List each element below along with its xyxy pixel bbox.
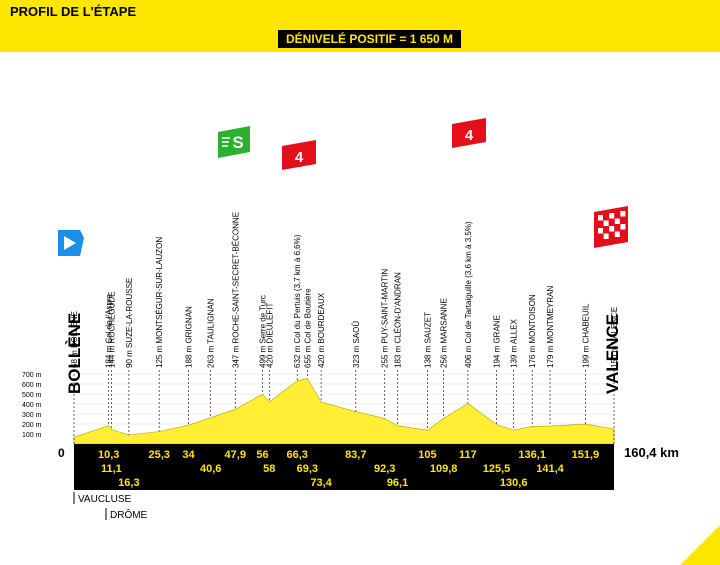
axis-label: 700 m — [22, 372, 42, 379]
region-label-vaucluse: VAUCLUSE — [78, 494, 131, 505]
point-label: 138 m SAUZET — [424, 312, 433, 368]
point-label: 194 m GRANE — [493, 315, 502, 368]
point-label: 263 m TAULIGNAN — [207, 298, 216, 368]
elevation-gain-badge: DÉNIVELÉ POSITIF = 1 650 M — [278, 30, 462, 48]
point-label: 125 m MONTSÉGUR-SUR-LAUZON — [155, 237, 164, 368]
point-label: 199 m CHABEUIL — [581, 303, 590, 368]
elevation-profile — [73, 378, 615, 445]
finish-flag-icon — [594, 206, 628, 248]
distance-bar — [74, 444, 614, 490]
point-label: 184 m Col de l'Aspre — [105, 293, 114, 368]
km-label: 11,1 — [101, 463, 122, 475]
point-label: 655 m Col de Boutière — [303, 288, 312, 368]
point-label: 323 m SAOÛ — [352, 321, 361, 368]
km-label: 92,3 — [374, 463, 395, 475]
point-label: 139 m ALLEX — [510, 318, 519, 368]
cat4-marker-icon: 4 — [452, 118, 486, 148]
km-label: 151,9 — [572, 449, 600, 461]
km-label: 96,1 — [387, 477, 408, 489]
cat4-marker-icon: 4 — [282, 140, 316, 170]
region-label-drome: DRÔME — [110, 508, 148, 521]
km-label: 34 — [182, 449, 195, 461]
total-distance-label: 160,4 km — [624, 445, 679, 460]
axis-label: 200 m — [22, 422, 42, 429]
point-label: 420 m BOURDEAUX — [317, 292, 326, 368]
profile-diagram: S 4 4 700 m 600 m 500 m 400 m 300 m 200 m 100 … — [22, 118, 679, 521]
km-label: 136,1 — [518, 449, 546, 461]
km-label: 16,3 — [118, 477, 139, 489]
point-label: 499 m Serre de Turc — [259, 295, 268, 368]
km-label: 105 — [418, 449, 436, 461]
km-label: 66,3 — [286, 449, 307, 461]
point-label: 256 m MARSANNE — [440, 298, 449, 368]
cat4-marker-label: 4 — [295, 149, 304, 166]
axis-label: 300 m — [22, 412, 42, 419]
profile-panel: S 4 4 700 m 600 m 500 m 400 m 300 m 200 m 100 … — [0, 52, 720, 565]
point-label: 406 m Col de Tartaiguille (3,6 km à 3,5%… — [464, 221, 473, 368]
point-label: 188 m GRIGNAN — [185, 306, 194, 368]
km-label: 69,3 — [297, 463, 318, 475]
point-label: 632 m Col du Pertuis (3,7 km à 6,6%) — [293, 234, 302, 368]
point-label: 347 m ROCHE-SAINT-SECRET-BÉCONNE — [231, 212, 240, 368]
km-label: 125,5 — [483, 463, 511, 475]
km-label: 83,7 — [345, 449, 366, 461]
axis-label: 100 m — [22, 432, 42, 439]
km-label: 141,4 — [536, 463, 564, 475]
point-label: 90 m SUZE-LA-ROUSSE — [125, 278, 134, 368]
km-label: 130,6 — [500, 477, 528, 489]
km-label: 58 — [263, 463, 275, 475]
km-label: 25,3 — [148, 449, 169, 461]
finish-town-label: VALENCE — [603, 314, 622, 394]
page-title: PROFIL DE L'ÉTAPE — [10, 4, 137, 19]
start-flag-icon — [58, 230, 84, 256]
point-label: 176 m MONTOISON — [528, 294, 537, 368]
point-label: 150 m VALENCE — [610, 307, 619, 368]
km-label: 117 — [459, 449, 477, 461]
corner-fold-icon — [680, 525, 720, 565]
point-label: 255 m PUY-SAINT-MARTIN — [381, 269, 390, 368]
cat4-marker-label: 4 — [465, 127, 474, 144]
sprint-marker-icon: S — [218, 126, 250, 158]
axis-label: 400 m — [22, 402, 42, 409]
start-km-label: 0 — [58, 446, 65, 460]
km-label: 73,4 — [310, 477, 332, 489]
km-label: 47,9 — [225, 449, 246, 461]
point-label: 183 m CLÉON-D'ANDRAN — [394, 272, 403, 368]
axis-label: 500 m — [22, 392, 42, 399]
km-label: 109,8 — [430, 463, 458, 475]
point-label: 420 m DIEULEFIT — [265, 303, 274, 368]
km-label: 40,6 — [200, 463, 221, 475]
axis-label: 600 m — [22, 382, 42, 389]
point-label: 179 m MONTMEYRAN — [546, 286, 555, 368]
km-label: 10,3 — [98, 449, 119, 461]
start-town-label: BOLLÈNE — [65, 313, 84, 394]
point-label: 68 m BOLLÈNE — [70, 311, 79, 368]
km-label: 56 — [256, 449, 268, 461]
point-label: 144 m ROCHEGUDE — [107, 292, 116, 368]
sprint-marker-label: S — [232, 133, 243, 152]
